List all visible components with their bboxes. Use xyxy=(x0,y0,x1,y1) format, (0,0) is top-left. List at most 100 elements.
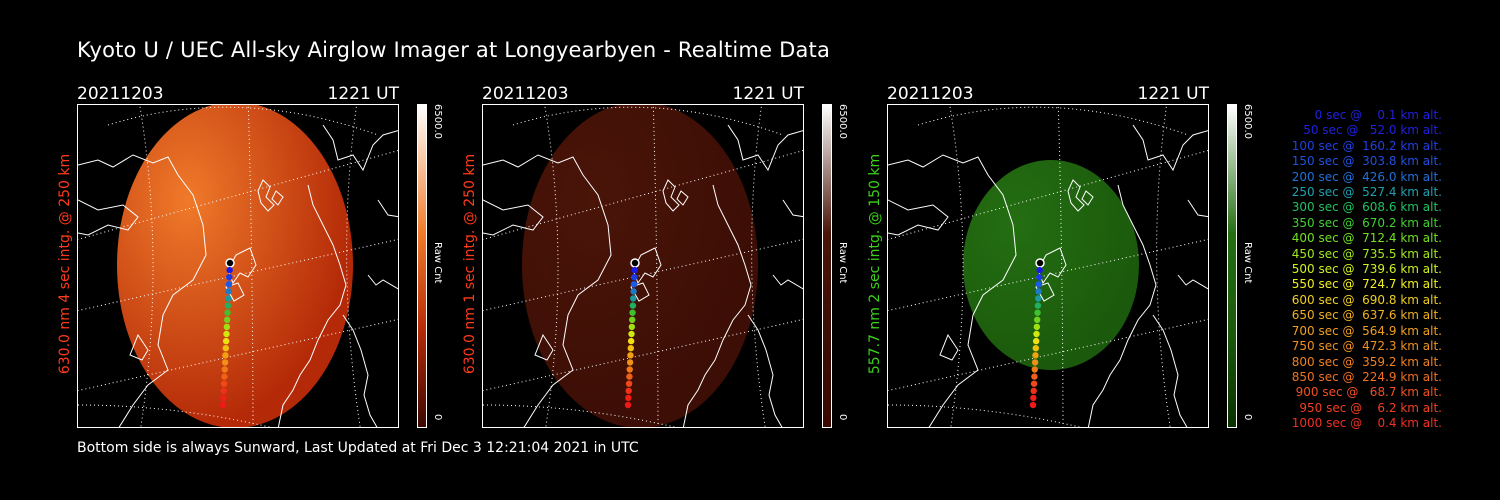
panel-date: 20211203 xyxy=(887,84,974,104)
colorbar-max: 6500.0 xyxy=(432,104,443,139)
trajectory-point xyxy=(630,258,640,268)
legend-item: 1000 sec @ 0.4 km alt. xyxy=(1291,416,1442,431)
trajectory-point xyxy=(225,288,232,295)
panel-time: 1221 UT xyxy=(1137,84,1210,104)
trajectory-point xyxy=(627,345,634,352)
trajectory-point xyxy=(221,359,229,366)
trajectory-point xyxy=(629,302,637,309)
legend-item: 300 sec @ 608.6 km alt. xyxy=(1287,200,1442,215)
trajectory-point xyxy=(624,401,632,409)
trajectory-point xyxy=(225,281,233,288)
trajectory-point xyxy=(1034,309,1041,316)
colorbar-label: Raw Cnt xyxy=(432,242,443,284)
trajectory-point xyxy=(1032,345,1039,352)
allsky-image-map xyxy=(888,105,1208,427)
trajectory-point xyxy=(221,366,228,373)
airglow-field xyxy=(117,105,353,427)
trajectory-point xyxy=(628,330,635,338)
trajectory-point xyxy=(626,373,633,380)
trajectory-point xyxy=(631,266,638,274)
trajectory-point xyxy=(625,387,632,394)
trajectory-point xyxy=(1030,380,1038,387)
trajectory-point xyxy=(1036,266,1043,274)
colorbar-max: 6500.0 xyxy=(837,104,848,139)
legend-item: 0 sec @ 0.1 km alt. xyxy=(1303,108,1442,122)
trajectory-legend: 0 sec @ 0.1 km alt. 50 sec @ 52.0 km alt… xyxy=(1262,108,1442,432)
panel-date: 20211203 xyxy=(482,84,569,104)
colorbar xyxy=(1227,104,1237,428)
colorbar-min: 0 xyxy=(1242,414,1253,421)
trajectory-point xyxy=(222,337,230,345)
trajectory-point xyxy=(219,401,227,409)
allsky-image xyxy=(482,104,804,428)
legend-item: 500 sec @ 739.6 km alt. xyxy=(1287,262,1442,277)
trajectory-point xyxy=(627,352,634,359)
trajectory-point xyxy=(1036,274,1043,281)
allsky-image-map xyxy=(483,105,803,427)
trajectory-point xyxy=(223,330,230,338)
legend-item: 900 sec @ 68.7 km alt. xyxy=(1291,385,1442,400)
trajectory-point xyxy=(629,309,636,316)
colorbar xyxy=(822,104,832,428)
trajectory-point xyxy=(1035,295,1042,302)
trajectory-point xyxy=(630,295,637,302)
trajectory-point xyxy=(1035,281,1043,288)
trajectory-point xyxy=(1031,373,1038,380)
panel-time: 1221 UT xyxy=(732,84,805,104)
panel-date: 20211203 xyxy=(77,84,164,104)
trajectory-point xyxy=(225,258,235,268)
legend-item: 700 sec @ 564.9 km alt. xyxy=(1287,323,1442,338)
trajectory-point xyxy=(1034,302,1042,309)
legend-item: 850 sec @ 224.9 km alt. xyxy=(1287,369,1442,384)
page-title: Kyoto U / UEC All-sky Airglow Imager at … xyxy=(77,38,831,62)
allsky-image xyxy=(887,104,1209,428)
legend-item: 100 sec @ 160.2 km alt. xyxy=(1287,138,1442,153)
trajectory-point xyxy=(626,366,633,373)
trajectory-point xyxy=(627,337,635,345)
trajectory-point xyxy=(220,387,227,394)
trajectory-point xyxy=(625,380,633,387)
airglow-field xyxy=(963,160,1139,370)
legend-item: 400 sec @ 712.4 km alt. xyxy=(1287,231,1442,246)
trajectory-point xyxy=(222,345,229,352)
trajectory-point xyxy=(1033,323,1041,331)
footer-status: Bottom side is always Sunward, Last Upda… xyxy=(77,440,639,456)
trajectory-point xyxy=(1032,337,1040,345)
legend-item: 200 sec @ 426.0 km alt. xyxy=(1287,169,1442,184)
colorbar xyxy=(417,104,427,428)
legend-item: 450 sec @ 735.5 km alt. xyxy=(1287,246,1442,261)
trajectory-point xyxy=(1033,330,1040,338)
trajectory-point xyxy=(629,316,636,323)
imager-panel-3: 20211203 1221 UT 557.7 nm 2 sec intg. @ 15… xyxy=(867,84,1287,434)
panel-wavelength-label: 630.0 nm 4 sec intg. @ 250 km xyxy=(57,153,73,375)
trajectory-point xyxy=(1029,401,1037,409)
imager-panel-2: 20211203 1221 UT 630.0 nm 1 sec intg. @ 25… xyxy=(462,84,882,434)
trajectory-point xyxy=(225,295,232,302)
imager-panel-1: 20211203 1221 UT 630.0 nm 4 sec intg. @ 25… xyxy=(57,84,477,434)
trajectory-point xyxy=(1031,366,1038,373)
trajectory-point xyxy=(1031,359,1039,366)
colorbar-min: 0 xyxy=(837,414,848,421)
trajectory-point xyxy=(224,316,231,323)
legend-item: 800 sec @ 359.2 km alt. xyxy=(1287,354,1442,369)
colorbar-min: 0 xyxy=(432,414,443,421)
trajectory-point xyxy=(224,302,232,309)
legend-item: 550 sec @ 724.7 km alt. xyxy=(1287,277,1442,292)
trajectory-point xyxy=(1030,394,1037,402)
trajectory-point xyxy=(1030,387,1037,394)
legend-item: 250 sec @ 527.4 km alt. xyxy=(1287,185,1442,200)
allsky-image-map xyxy=(78,105,398,427)
trajectory-point xyxy=(630,288,637,295)
trajectory-point xyxy=(224,309,231,316)
trajectory-point xyxy=(220,380,228,387)
trajectory-point xyxy=(1035,288,1042,295)
trajectory-point xyxy=(1035,258,1045,268)
trajectory-point xyxy=(223,323,231,331)
trajectory-point xyxy=(626,359,634,366)
colorbar-label: Raw Cnt xyxy=(837,242,848,284)
panel-wavelength-label: 630.0 nm 1 sec intg. @ 250 km xyxy=(462,153,478,375)
trajectory-point xyxy=(630,281,638,288)
colorbar-label: Raw Cnt xyxy=(1242,242,1253,284)
airglow-field xyxy=(522,105,758,427)
legend-item: 350 sec @ 670.2 km alt. xyxy=(1287,215,1442,230)
